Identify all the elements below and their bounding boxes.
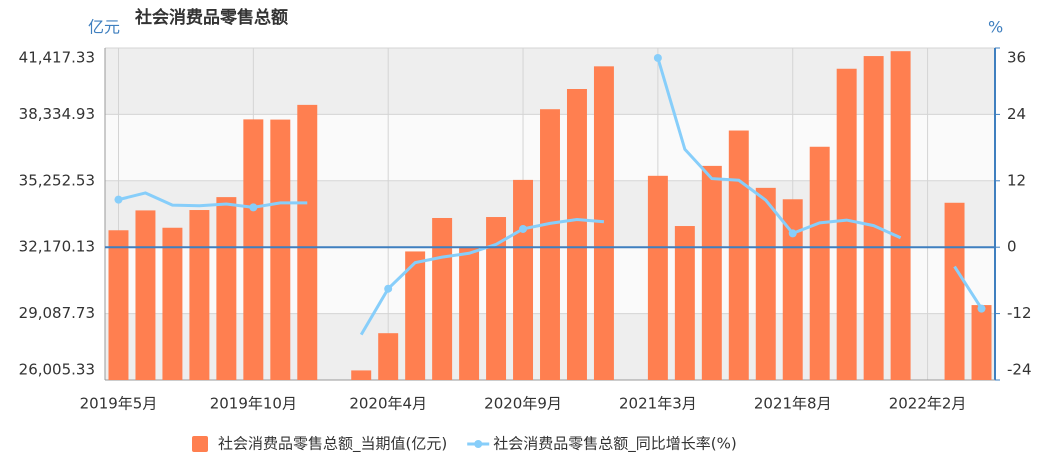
line-point xyxy=(788,229,797,238)
bar xyxy=(270,119,291,381)
y-tick-label: 26,005.33 xyxy=(19,361,95,379)
y2-tick-label: -24 xyxy=(1007,361,1032,379)
y2-tick-label: 12 xyxy=(1007,171,1026,189)
x-tick-label: 2021年8月 xyxy=(754,395,832,413)
bar xyxy=(566,89,587,380)
x-tick-label: 2022年2月 xyxy=(889,395,967,413)
bar xyxy=(863,56,884,380)
x-tick-label: 2020年9月 xyxy=(484,395,562,413)
bar xyxy=(486,217,507,380)
legend: 社会消费品零售总额_当期值(亿元) 社会消费品零售总额_同比增长率(%) xyxy=(192,435,737,454)
y2-tick-label: 0 xyxy=(1007,238,1017,256)
bar xyxy=(755,187,776,380)
x-tick-label: 2020年4月 xyxy=(349,395,427,413)
y-tick-label: 38,334.93 xyxy=(19,105,95,123)
y2-tick-label: -12 xyxy=(1007,304,1032,322)
line xyxy=(118,57,983,336)
y-tick-label: 32,170.13 xyxy=(19,238,95,256)
bar xyxy=(459,246,480,380)
bar xyxy=(216,197,237,380)
bar xyxy=(243,119,264,381)
y-unit-label: 亿元 xyxy=(88,18,120,37)
bar xyxy=(782,199,803,380)
plot-band xyxy=(105,48,995,115)
bar xyxy=(647,175,668,380)
bar xyxy=(378,333,399,380)
legend-swatch xyxy=(474,440,483,448)
bar xyxy=(890,51,911,380)
bar xyxy=(432,217,453,380)
bar xyxy=(809,146,830,380)
y-tick-label: 35,252.53 xyxy=(19,171,95,189)
bar xyxy=(297,104,318,381)
bar xyxy=(971,305,992,380)
line-point xyxy=(653,53,662,62)
bar xyxy=(189,210,210,380)
line-point xyxy=(977,304,986,313)
bar xyxy=(728,130,749,380)
bar xyxy=(351,370,372,380)
y-tick-label: 41,417.33 xyxy=(19,49,95,67)
bar xyxy=(135,210,156,380)
bar xyxy=(944,202,965,380)
bar xyxy=(540,109,560,380)
chart-title: 社会消费品零售总额 xyxy=(134,7,288,28)
x-tick-label: 2021年3月 xyxy=(619,395,697,413)
bar xyxy=(513,179,534,380)
x-tick-label: 2019年5月 xyxy=(80,395,158,413)
line-point xyxy=(249,203,258,212)
line-point xyxy=(384,284,393,293)
legend-label: 社会消费品零售总额_当期值(亿元) xyxy=(218,435,447,454)
bar xyxy=(836,68,857,381)
bar xyxy=(674,226,695,380)
bar xyxy=(108,230,129,380)
bar xyxy=(405,251,426,380)
bar xyxy=(701,165,722,380)
y2-tick-label: 36 xyxy=(1007,49,1026,67)
y2-tick-label: 24 xyxy=(1007,105,1026,123)
y2-unit-label: % xyxy=(988,18,1003,37)
line-point xyxy=(519,224,528,233)
legend-swatch xyxy=(192,436,208,452)
line-point xyxy=(114,195,123,204)
legend-label: 社会消费品零售总额_同比增长率(%) xyxy=(493,435,736,454)
bar xyxy=(162,227,183,380)
x-tick-label: 2019年10月 xyxy=(210,395,297,413)
y-tick-label: 29,087.73 xyxy=(19,304,95,322)
bar xyxy=(593,66,614,381)
